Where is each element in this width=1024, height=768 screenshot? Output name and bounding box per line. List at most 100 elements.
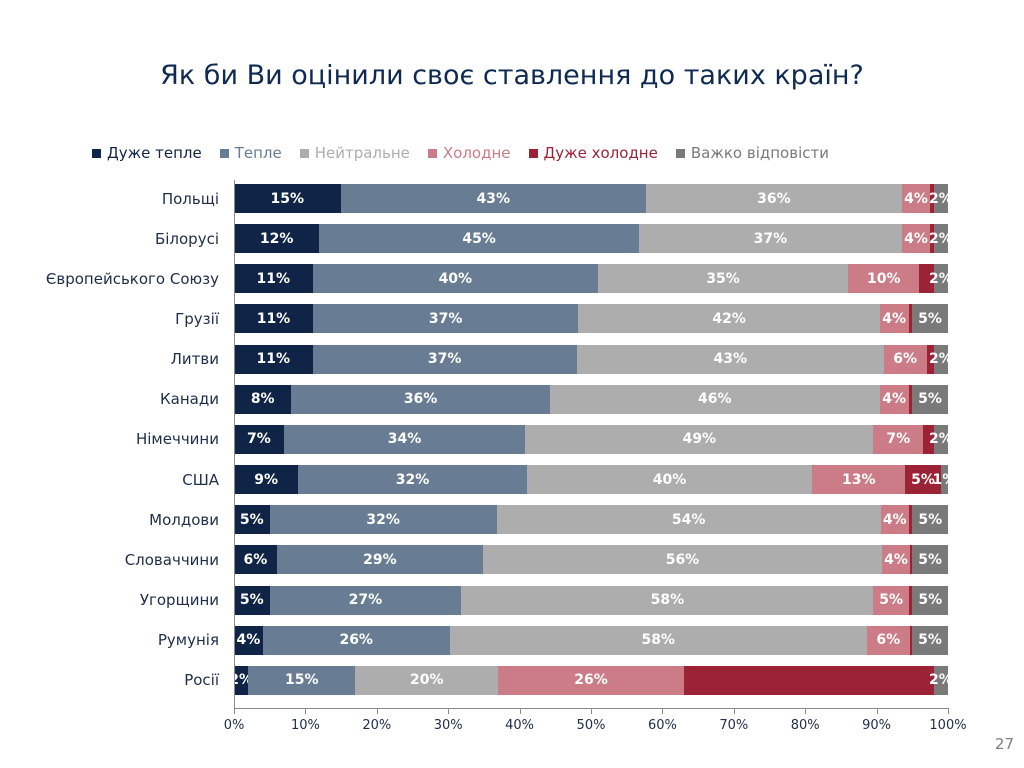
category-label: Румунія: [157, 631, 219, 650]
x-tick-label: 10%: [290, 717, 320, 733]
category-label: Молдови: [149, 510, 219, 529]
category-label: Росії: [184, 671, 219, 690]
data-label: 11%: [256, 351, 291, 368]
legend-item: Дуже холодне: [528, 144, 658, 162]
x-tick: [234, 707, 235, 714]
legend-label: Дуже тепле: [107, 144, 202, 162]
bar-segment: 40%: [312, 264, 599, 294]
x-tick: [591, 707, 592, 714]
bar-segment: 40%: [526, 465, 813, 495]
data-label: 13%: [841, 471, 876, 488]
data-label: 4%: [882, 310, 907, 327]
page-number: 27: [994, 735, 1014, 753]
data-label: 45%: [462, 230, 496, 247]
data-label: 8%: [250, 391, 275, 408]
data-label: 43%: [713, 351, 747, 368]
bar-segment: [930, 224, 934, 254]
data-label: 2%: [928, 270, 953, 287]
data-label: 40%: [652, 471, 687, 488]
category-label: Словаччини: [124, 550, 219, 569]
bar-segment: 9%: [234, 465, 299, 495]
bar-segment: [908, 505, 913, 535]
chart-legend: Дуже тепле Тепле Нейтральне Холодне Дуже хол…: [92, 143, 847, 163]
data-label: 4%: [882, 391, 907, 408]
bar-segment: 12%: [234, 224, 320, 254]
data-label: 58%: [641, 632, 675, 649]
data-label: 49%: [682, 431, 717, 448]
bar-segment: 4%: [879, 384, 909, 414]
data-label: 34%: [387, 431, 422, 448]
data-label: 5%: [918, 632, 942, 649]
bar-segment: 43%: [340, 184, 647, 213]
data-label: 11%: [256, 310, 291, 327]
category-label: Білорусі: [154, 229, 219, 248]
bar-segment: 10%: [848, 264, 920, 294]
bar-segment: 4%: [879, 304, 909, 334]
data-label: 4%: [904, 230, 928, 247]
data-label: 26%: [339, 632, 373, 649]
bar-segment: 4%: [881, 545, 911, 575]
bar-segment: 32%: [298, 465, 527, 495]
bar-segment: 5%: [873, 585, 909, 615]
data-label: 40%: [438, 270, 473, 287]
data-label: 43%: [476, 190, 511, 207]
legend-item: Нейтральне: [299, 144, 410, 162]
bar-segment: 58%: [449, 625, 867, 655]
bar-segment: [908, 384, 913, 414]
bar-segment: 5%: [912, 625, 948, 655]
bar-segment: 35%: [598, 264, 849, 294]
x-tick-label: 90%: [862, 717, 892, 733]
data-label: 5%: [911, 471, 935, 488]
bar-segment: 8%: [234, 384, 292, 414]
legend-label: Нейтральне: [314, 144, 410, 162]
x-tick-label: 40%: [505, 717, 535, 733]
data-label: 5%: [879, 592, 904, 608]
bar-segment: 5%: [912, 505, 948, 535]
x-tick-label: 20%: [362, 717, 392, 733]
category-label: Грузії: [175, 309, 219, 328]
bar-segment: 34%: [283, 424, 526, 454]
x-tick-label: 60%: [647, 717, 677, 733]
bar-segment: 37%: [638, 224, 902, 254]
data-label: 1%: [932, 471, 957, 488]
data-label: 58%: [650, 592, 685, 608]
bar-segment: [909, 625, 913, 655]
data-label: 54%: [671, 511, 706, 528]
bar-segment: [683, 665, 934, 695]
bar-segment: 11%: [234, 304, 313, 334]
x-tick-label: 70%: [719, 717, 749, 733]
data-label: 6%: [243, 551, 268, 568]
x-tick-label: 50%: [576, 717, 606, 733]
bar-segment: 2%: [929, 424, 953, 454]
x-tick-label: 30%: [433, 717, 463, 733]
data-label: 2%: [928, 672, 953, 689]
bar-segment: 26%: [262, 625, 450, 655]
legend-label: Важко відповісти: [690, 144, 829, 162]
data-label: 46%: [698, 391, 732, 408]
bar-segment: 2%: [929, 264, 953, 294]
category-label: Європейського Союзу: [45, 269, 219, 288]
data-label: 5%: [918, 391, 942, 408]
bar-segment: 5%: [905, 465, 941, 495]
data-label: 32%: [366, 511, 400, 528]
data-label: 4%: [882, 511, 907, 528]
bar-segment: [908, 304, 913, 334]
bar-segment: 36%: [291, 384, 550, 414]
bar-segment: 7%: [873, 424, 924, 454]
data-label: 5%: [918, 310, 942, 327]
bar-segment: 4%: [880, 505, 909, 535]
bar-segment: 26%: [498, 665, 684, 695]
bar-segment: 20%: [355, 665, 499, 695]
data-label: 5%: [918, 551, 943, 568]
category-label: Угорщини: [139, 591, 219, 609]
bar-segment: 5%: [912, 585, 948, 615]
bar-segment: 29%: [276, 545, 484, 575]
category-label: Канади: [160, 390, 219, 409]
data-label: 2%: [928, 351, 953, 368]
category-label: США: [182, 470, 219, 489]
x-tick: [948, 707, 949, 714]
x-tick-label: 100%: [929, 717, 967, 733]
data-label: 2%: [929, 431, 953, 448]
category-label: Польщі: [161, 189, 219, 208]
x-tick: [448, 707, 450, 714]
